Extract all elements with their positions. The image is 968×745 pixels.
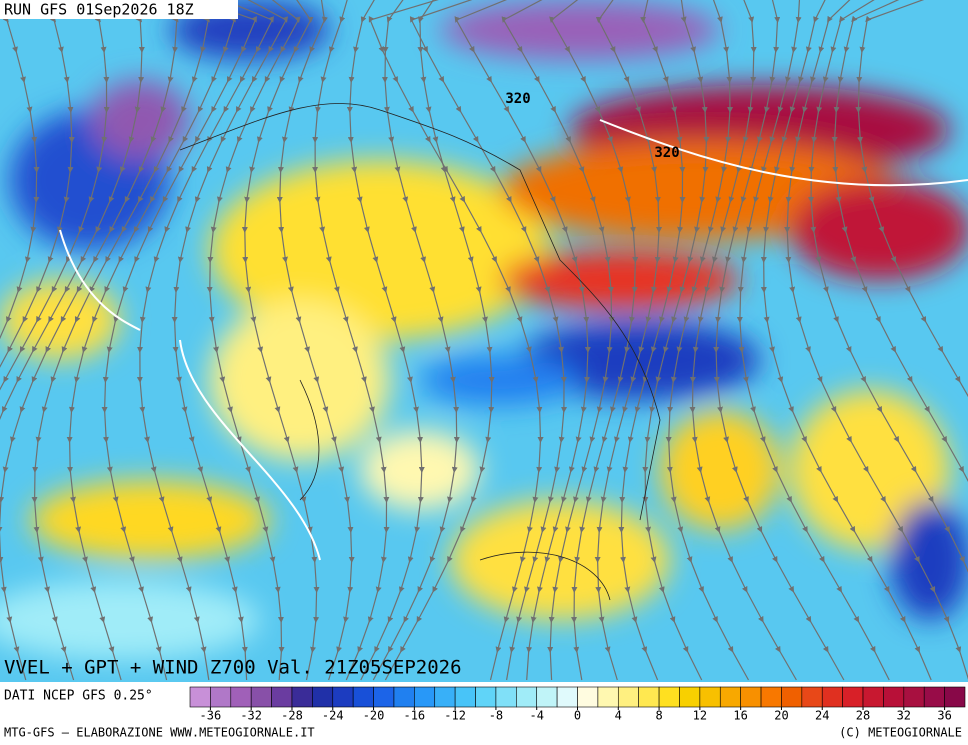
colorbar-swatch (475, 686, 497, 708)
colorbar-swatch (883, 686, 905, 708)
colorbar-swatch (189, 686, 211, 708)
run-box (0, 0, 238, 19)
colorbar-tick-label: -20 (363, 709, 385, 723)
colorbar-swatch (679, 686, 701, 708)
colorbar-tick-label: 16 (733, 709, 747, 723)
colorbar-swatch (271, 686, 293, 708)
colorbar-swatch (821, 686, 843, 708)
colorbar-swatch (556, 686, 578, 708)
colorbar-swatch (332, 686, 354, 708)
colorbar-swatch (923, 686, 945, 708)
colorbar-swatch (352, 686, 374, 708)
colorbar-swatch (210, 686, 232, 708)
colorbar-swatch (291, 686, 313, 708)
colorbar-swatch (658, 686, 680, 708)
colorbar-swatch (862, 686, 884, 708)
colorbar-tick-label: -24 (322, 709, 344, 723)
streamline (855, 0, 968, 653)
source-label: DATI NCEP GFS 0.25° (4, 689, 153, 704)
colorbar-swatch (577, 686, 599, 708)
colorbar-swatch (250, 686, 272, 708)
colorbar-swatch (312, 686, 334, 708)
colorbar-tick-label: -12 (444, 709, 466, 723)
colorbar-swatch (495, 686, 517, 708)
colorbar-swatch (760, 686, 782, 708)
colorbar-tick-label: 24 (815, 709, 829, 723)
colorbar-swatch (617, 686, 639, 708)
gpt-contour (59, 119, 968, 561)
colorbar-swatch (373, 686, 395, 708)
colorbar-tick-label: 4 (615, 709, 622, 723)
colorbar-tick-label: 36 (937, 709, 951, 723)
colorbar-tick-label: -32 (240, 709, 262, 723)
colorbar-tick-label: 32 (897, 709, 911, 723)
map-field: 320 320 VVEL + GPT + WIND Z700 Val. 21Z0… (0, 0, 968, 682)
map-title: VVEL + GPT + WIND Z700 Val. 21Z05SEP2026 (4, 657, 462, 679)
colorbar-tick-label: -28 (281, 709, 303, 723)
contour-label: 320 (505, 91, 530, 107)
colorbar-tick-label: 8 (655, 709, 662, 723)
colorbar-swatch (781, 686, 803, 708)
colorbar-tick-label: 12 (693, 709, 707, 723)
contour-label: 320 (654, 145, 679, 161)
credit-label: MTG-GFS — ELABORAZIONE WWW.METEOGIORNALE… (4, 726, 315, 740)
colorbar-tick-label: -8 (489, 709, 503, 723)
colorbar-swatch (597, 686, 619, 708)
wind-streamlines (0, 0, 968, 681)
colorbar-tick-label: 0 (574, 709, 581, 723)
colorbar-swatch (393, 686, 415, 708)
colorbar-swatch (801, 686, 823, 708)
colorbar: -36 -32 -28 -24 -20 -16 -12 -8 -4 0 4 8 12 16 20 24 28 32… (189, 686, 966, 723)
colorbar-swatch (516, 686, 538, 708)
colorbar-swatch (944, 686, 966, 708)
colorbar-tick-label: -4 (529, 709, 543, 723)
colorbar-tick-label: 28 (856, 709, 870, 723)
colorbar-swatch (638, 686, 660, 708)
colorbar-tick-label: -36 (200, 709, 222, 723)
colorbar-swatch (230, 686, 252, 708)
colorbar-swatch (434, 686, 456, 708)
colorbar-swatch (414, 686, 436, 708)
colorbar-swatch (740, 686, 762, 708)
colorbar-tick-label: -16 (403, 709, 425, 723)
colorbar-swatch (719, 686, 741, 708)
run-label: RUN GFS 01Sep2026 18Z (4, 1, 194, 19)
colorbar-swatch (699, 686, 721, 708)
coastlines (179, 103, 661, 601)
colorbar-swatch (842, 686, 864, 708)
colorbar-swatch (903, 686, 925, 708)
colorbar-tick-label: 20 (774, 709, 788, 723)
colorbar-swatch (536, 686, 558, 708)
colorbar-swatch (454, 686, 476, 708)
copyright-label: (C) METEOGIORNALE (839, 726, 962, 740)
